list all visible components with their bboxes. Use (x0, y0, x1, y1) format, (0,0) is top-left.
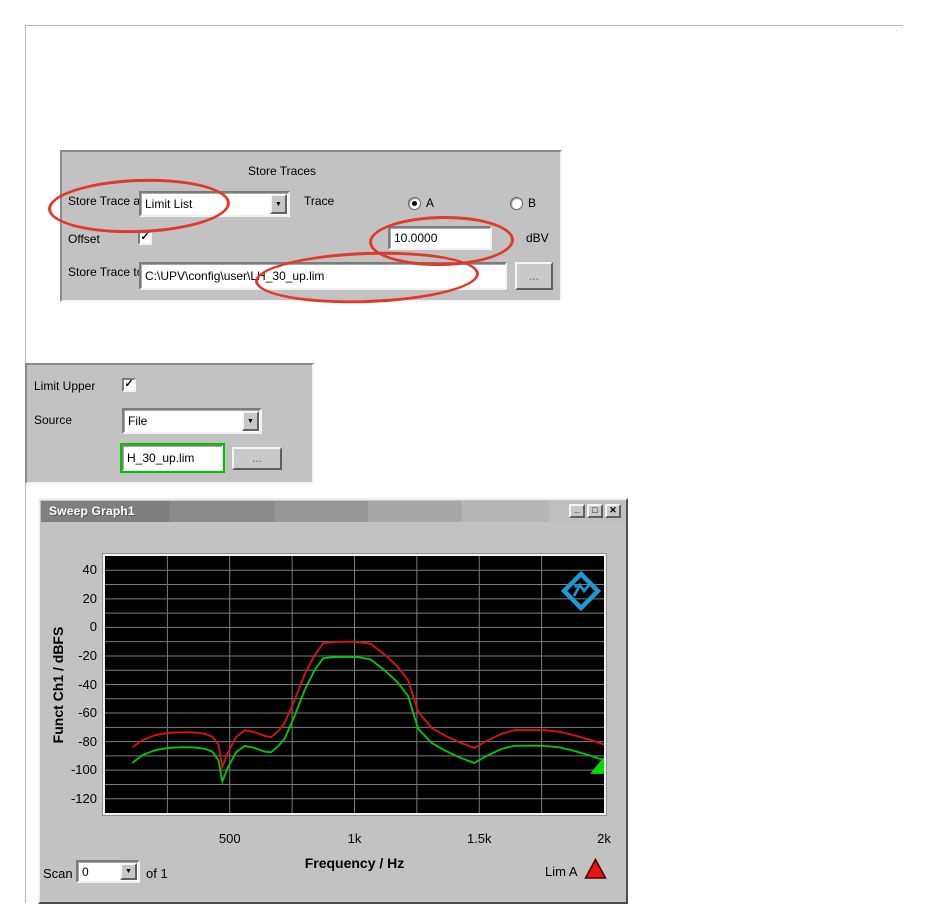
limit-violation-warning-icon (584, 858, 607, 879)
chevron-down-icon[interactable]: ▼ (242, 411, 259, 431)
scan-cursor-marker[interactable] (590, 756, 604, 774)
window-titlebar[interactable]: Sweep Graph1 _ □ ✕ (41, 501, 625, 522)
limit-file-browse-button[interactable]: ... (232, 447, 282, 470)
offset-label: Offset (68, 232, 100, 246)
page-border-top (25, 25, 903, 26)
y-tick-label: -20 (78, 647, 97, 663)
store-traces-panel: Store Traces Store Trace as Limit List ▼… (60, 150, 562, 302)
store-trace-as-value: Limit List (145, 197, 193, 211)
trace-label: Trace (304, 194, 335, 208)
limit-file-field-highlight: H_30_up.lim (120, 443, 225, 473)
x-tick-label: 500 (218, 831, 241, 846)
radio-trace-b[interactable] (510, 197, 523, 210)
offset-value-field[interactable]: 10.0000 (388, 226, 492, 250)
x-axis-title: Frequency / Hz (304, 855, 405, 871)
offset-unit-label: dBV (526, 231, 549, 245)
y-tick-label: 40 (82, 562, 97, 578)
scan-total-label: of 1 (146, 866, 168, 881)
store-traces-title: Store Traces (247, 164, 317, 178)
sweep-chart (105, 556, 604, 813)
limit-file-value: H_30_up.lim (127, 451, 195, 465)
radio-trace-b-label: B (528, 196, 537, 210)
limit-upper-panel: Limit Upper ✓ Source File ▼ H_30_up.lim … (25, 363, 314, 484)
store-trace-browse-button[interactable]: ... (515, 262, 553, 290)
close-icon[interactable]: ✕ (605, 504, 621, 518)
limit-upper-checkbox[interactable]: ✓ (122, 378, 136, 392)
y-tick-label: 0 (89, 619, 97, 635)
source-dropdown[interactable]: File ▼ (122, 408, 262, 434)
scan-dropdown[interactable]: 0 ▼ (76, 860, 140, 883)
y-tick-label: -120 (70, 790, 97, 806)
limit-a-badge-label: Lim A (545, 864, 578, 879)
plot-area (103, 554, 606, 815)
store-trace-to-label: Store Trace to (68, 265, 144, 279)
radio-trace-a-label: A (426, 196, 435, 210)
source-value: File (128, 414, 148, 428)
series-limit-upper-red (131, 640, 604, 771)
y-tick-label: -80 (78, 733, 97, 749)
x-tick-label: 2k (597, 831, 611, 846)
offset-value: 10.0000 (394, 231, 438, 245)
store-trace-to-value: C:\UPV\config\user\LH_30_up.lim (145, 269, 325, 283)
x-tick-label: 1.5k (466, 831, 492, 846)
maximize-icon[interactable]: □ (587, 504, 603, 518)
rohde-schwarz-logo-icon (561, 571, 601, 611)
y-tick-label: -100 (70, 762, 97, 778)
series-funct-ch1-green (131, 655, 604, 785)
source-label: Source (34, 413, 73, 427)
x-tick-label: 1k (347, 831, 362, 846)
minimize-icon[interactable]: _ (569, 504, 585, 518)
scan-value: 0 (82, 864, 89, 879)
scan-label: Scan (43, 866, 73, 881)
store-trace-to-field[interactable]: C:\UPV\config\user\LH_30_up.lim (139, 262, 507, 290)
store-trace-as-dropdown[interactable]: Limit List ▼ (139, 191, 290, 217)
limit-file-field[interactable]: H_30_up.lim (122, 445, 223, 471)
radio-trace-a[interactable] (408, 197, 421, 210)
chevron-down-icon[interactable]: ▼ (120, 863, 137, 880)
sweep-graph-window: Sweep Graph1 _ □ ✕ Funct Ch1 / dBFS 40 20… (38, 498, 628, 904)
y-tick-label: -40 (78, 676, 97, 692)
y-tick-label: 20 (82, 590, 97, 606)
store-trace-as-label: Store Trace as (68, 194, 147, 208)
window-title: Sweep Graph1 (49, 504, 135, 518)
y-tick-label: -60 (78, 705, 97, 721)
chevron-down-icon[interactable]: ▼ (270, 194, 287, 214)
limit-upper-label: Limit Upper (34, 379, 96, 393)
offset-checkbox[interactable]: ✓ (138, 231, 152, 245)
